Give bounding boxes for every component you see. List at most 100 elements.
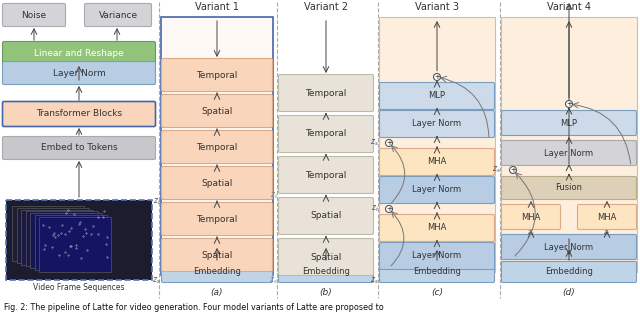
Text: Embedding: Embedding: [193, 268, 241, 277]
Text: Embedding: Embedding: [413, 268, 461, 277]
FancyBboxPatch shape: [577, 204, 637, 229]
FancyBboxPatch shape: [26, 211, 97, 266]
FancyBboxPatch shape: [502, 204, 561, 229]
FancyBboxPatch shape: [278, 75, 374, 112]
FancyBboxPatch shape: [380, 83, 495, 109]
Text: Layer Norm: Layer Norm: [412, 186, 461, 195]
Text: Variant 4: Variant 4: [547, 2, 591, 12]
Text: Variant 2: Variant 2: [304, 2, 348, 12]
FancyBboxPatch shape: [3, 41, 156, 64]
FancyBboxPatch shape: [39, 217, 111, 272]
FancyBboxPatch shape: [161, 262, 273, 283]
Text: +: +: [386, 206, 392, 212]
Text: MLP: MLP: [561, 118, 577, 128]
Text: Video Frame Sequences: Video Frame Sequences: [33, 283, 125, 292]
FancyBboxPatch shape: [278, 239, 374, 276]
FancyBboxPatch shape: [501, 17, 637, 272]
Text: Embed to Tokens: Embed to Tokens: [41, 144, 117, 152]
Circle shape: [509, 167, 516, 174]
Text: $z_s$: $z_s$: [371, 138, 379, 148]
Text: $z_t$: $z_t$: [371, 204, 379, 214]
FancyBboxPatch shape: [30, 213, 102, 268]
Text: (a): (a): [211, 288, 223, 298]
FancyBboxPatch shape: [502, 176, 637, 199]
FancyBboxPatch shape: [379, 17, 495, 272]
Text: Fig. 2: The pipeline of Latte for video generation. Four model variants of Latte: Fig. 2: The pipeline of Latte for video …: [4, 303, 384, 313]
FancyBboxPatch shape: [502, 234, 637, 259]
Text: Temporal: Temporal: [305, 88, 347, 98]
FancyBboxPatch shape: [161, 58, 273, 92]
FancyBboxPatch shape: [278, 157, 374, 194]
Text: Temporal: Temporal: [196, 70, 237, 79]
FancyBboxPatch shape: [502, 262, 637, 283]
FancyBboxPatch shape: [17, 208, 88, 263]
Text: +: +: [434, 74, 440, 80]
Text: Temporal: Temporal: [196, 214, 237, 224]
Text: Fusion: Fusion: [556, 183, 582, 192]
Text: MHA: MHA: [428, 158, 447, 167]
Text: +: +: [386, 140, 392, 146]
FancyBboxPatch shape: [278, 262, 374, 283]
FancyBboxPatch shape: [380, 110, 495, 137]
Text: $z_s$: $z_s$: [269, 276, 278, 286]
Text: Layer Norm: Layer Norm: [545, 149, 593, 158]
Text: Transformer Blocks: Transformer Blocks: [36, 109, 122, 118]
Text: Temporal: Temporal: [305, 170, 347, 180]
FancyBboxPatch shape: [278, 115, 374, 152]
Text: +: +: [510, 167, 516, 173]
Text: $z_s$: $z_s$: [527, 228, 535, 238]
FancyBboxPatch shape: [12, 206, 84, 261]
Text: MHA: MHA: [428, 224, 447, 233]
FancyBboxPatch shape: [35, 215, 106, 270]
FancyBboxPatch shape: [502, 110, 637, 136]
FancyBboxPatch shape: [161, 17, 273, 275]
FancyBboxPatch shape: [380, 176, 495, 204]
FancyBboxPatch shape: [380, 242, 495, 270]
FancyBboxPatch shape: [161, 94, 273, 128]
Text: Linear and Reshape: Linear and Reshape: [34, 48, 124, 57]
Text: Variant 1: Variant 1: [195, 2, 239, 12]
Circle shape: [385, 139, 392, 146]
FancyBboxPatch shape: [21, 210, 93, 264]
Text: (c): (c): [431, 288, 443, 298]
FancyBboxPatch shape: [502, 140, 637, 166]
FancyBboxPatch shape: [380, 214, 495, 241]
Text: Embedding: Embedding: [545, 268, 593, 277]
FancyBboxPatch shape: [6, 200, 152, 280]
FancyBboxPatch shape: [3, 137, 156, 160]
Text: Spatial: Spatial: [310, 211, 342, 220]
Text: Layer Norm: Layer Norm: [412, 120, 461, 129]
Text: Temporal: Temporal: [196, 143, 237, 152]
FancyBboxPatch shape: [161, 167, 273, 199]
Text: (d): (d): [563, 288, 575, 298]
FancyBboxPatch shape: [278, 197, 374, 234]
Circle shape: [385, 205, 392, 212]
Text: +: +: [566, 101, 572, 107]
Text: $z_s$: $z_s$: [152, 276, 161, 286]
FancyBboxPatch shape: [161, 203, 273, 235]
Text: MHA: MHA: [522, 212, 541, 221]
Circle shape: [566, 100, 573, 108]
Text: Layer Norm: Layer Norm: [545, 242, 593, 251]
FancyBboxPatch shape: [380, 149, 495, 175]
Text: Temporal: Temporal: [305, 130, 347, 138]
Text: Spatial: Spatial: [202, 250, 233, 259]
FancyBboxPatch shape: [84, 4, 152, 26]
FancyBboxPatch shape: [380, 262, 495, 283]
Text: Variant 3: Variant 3: [415, 2, 459, 12]
Text: Noise: Noise: [21, 11, 47, 19]
Text: Spatial: Spatial: [202, 179, 233, 188]
FancyBboxPatch shape: [161, 239, 273, 271]
Text: Layer Norm: Layer Norm: [412, 251, 461, 261]
Text: $z_t$: $z_t$: [153, 197, 161, 207]
FancyBboxPatch shape: [3, 4, 65, 26]
Text: (b): (b): [319, 288, 332, 298]
Text: Embedding: Embedding: [302, 268, 350, 277]
Text: $z_s$: $z_s$: [492, 165, 501, 175]
Text: Spatial: Spatial: [202, 107, 233, 115]
Text: $z_t$: $z_t$: [603, 228, 611, 238]
Text: Variance: Variance: [99, 11, 138, 19]
FancyBboxPatch shape: [3, 101, 156, 127]
Text: MLP: MLP: [429, 92, 445, 100]
Text: Layer Norm: Layer Norm: [52, 69, 106, 78]
